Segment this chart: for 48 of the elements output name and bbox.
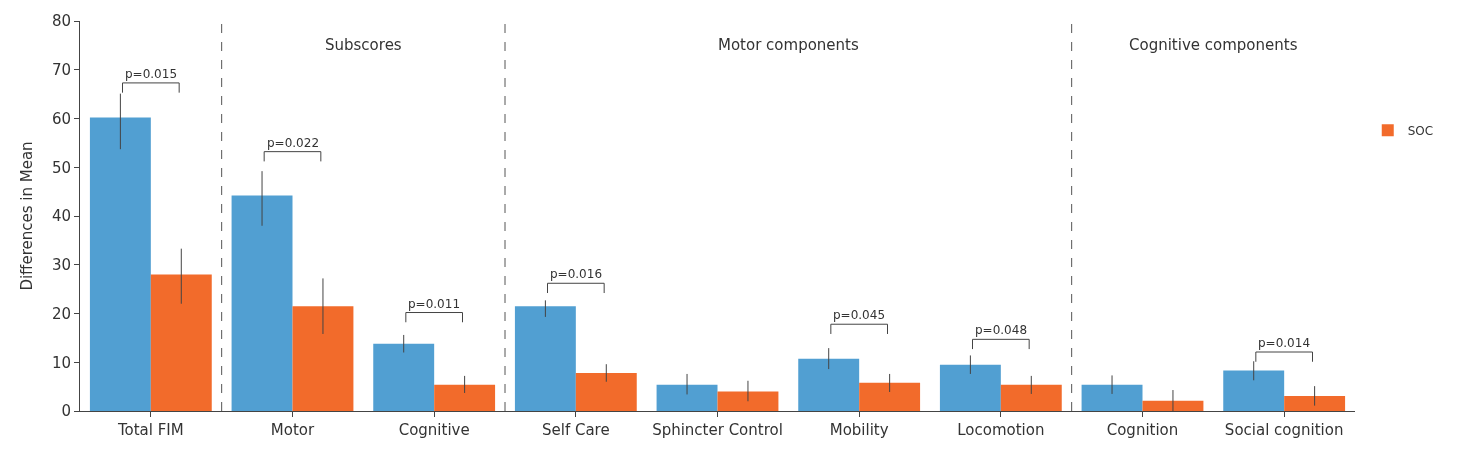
annotation: p=0.022 — [267, 136, 320, 150]
bar — [1223, 370, 1285, 411]
y-tick-label: 20 — [51, 304, 71, 323]
annotation: p=0.014 — [1258, 336, 1311, 350]
bar — [514, 306, 576, 411]
bar — [717, 391, 779, 411]
x-tick-label: Social cognition — [1224, 421, 1344, 439]
y-tick-label: 50 — [51, 158, 71, 177]
bar — [292, 306, 354, 411]
x-tick-label: Cognitive — [398, 421, 470, 439]
y-axis-title: Differences in Mean — [18, 141, 37, 291]
y-tick-label: 60 — [51, 109, 71, 128]
annotation: p=0.048 — [975, 323, 1028, 337]
y-tick-label: 30 — [51, 256, 71, 274]
annotation: p=0.045 — [833, 308, 886, 322]
legend-label: SOC — [1407, 123, 1434, 138]
bar — [859, 382, 921, 411]
annotation: Motor components — [718, 36, 859, 54]
x-tick-label: Cognition — [1106, 421, 1179, 439]
x-tick-label: Locomotion — [957, 421, 1045, 439]
bar — [1284, 395, 1346, 411]
y-tick-label: 10 — [51, 353, 71, 372]
annotation: p=0.011 — [408, 297, 461, 311]
x-tick-label: Mobility — [829, 421, 889, 439]
y-tick-label: 0 — [61, 402, 71, 421]
bar — [373, 343, 435, 411]
annotation: p=0.015 — [125, 67, 178, 81]
x-tick-label: Self Care — [541, 421, 610, 439]
x-tick-label: Sphincter Control — [652, 421, 783, 439]
bar — [656, 384, 718, 411]
bar — [1000, 384, 1062, 411]
annotation: Subscores — [325, 36, 402, 54]
bar — [231, 195, 293, 411]
bar — [1081, 384, 1143, 411]
bar — [575, 372, 637, 411]
bar — [434, 384, 496, 411]
y-tick-label: 70 — [51, 61, 71, 79]
y-tick-label: 40 — [51, 207, 71, 226]
bar — [1142, 400, 1204, 411]
x-tick-label: Total FIM — [116, 421, 184, 439]
bar — [798, 358, 860, 411]
bar — [150, 274, 212, 411]
y-tick-label: 80 — [51, 12, 71, 31]
annotation: Cognitive components — [1129, 36, 1298, 54]
bar — [89, 117, 151, 411]
x-tick-label: Motor — [270, 421, 315, 439]
bar — [939, 364, 1001, 411]
annotation: p=0.016 — [550, 267, 603, 281]
